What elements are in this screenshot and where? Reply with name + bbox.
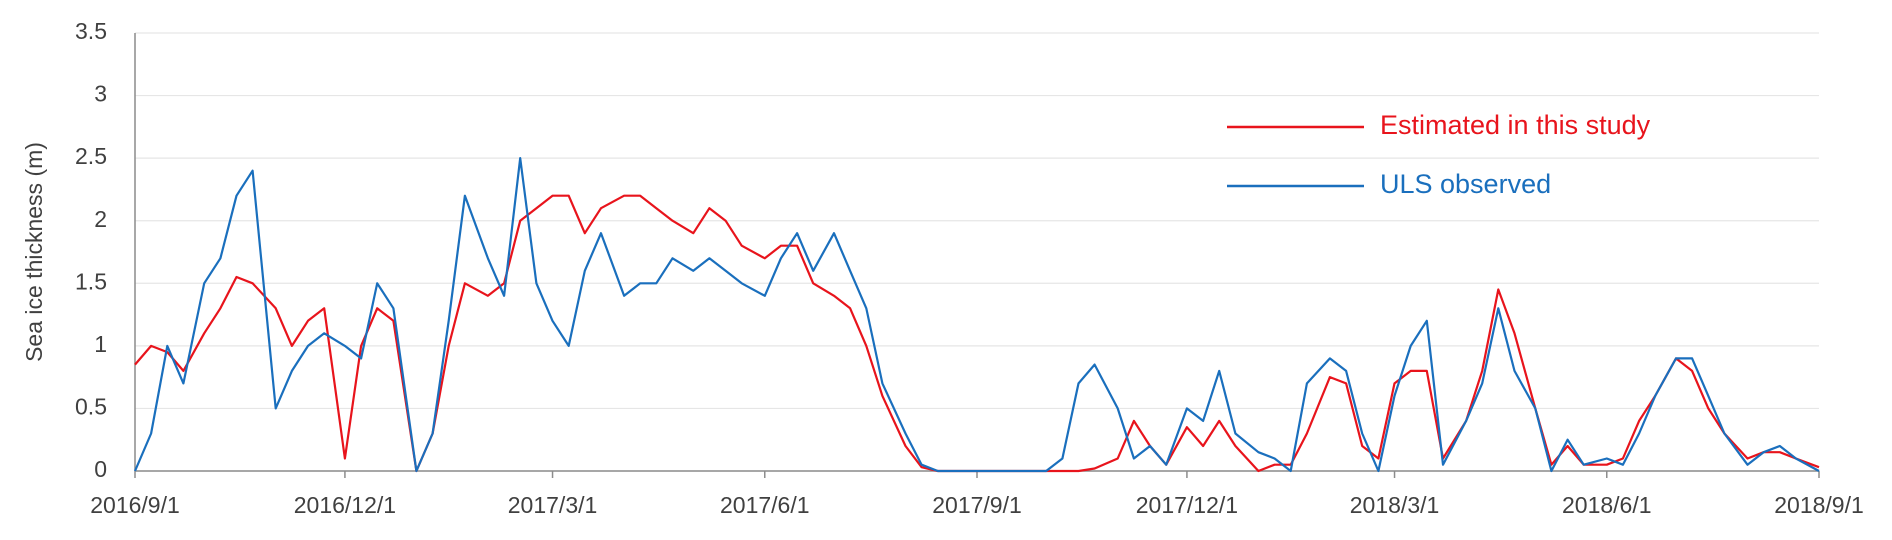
series-line bbox=[134, 194, 1820, 473]
y-tick-label: 3.5 bbox=[75, 18, 107, 44]
y-tick-label: 0.5 bbox=[75, 394, 107, 420]
series-line bbox=[133, 157, 1820, 473]
x-tick-label: 2016/12/1 bbox=[294, 492, 396, 518]
x-tick-label: 2017/6/1 bbox=[720, 492, 810, 518]
y-axis-label: Sea ice thickness (m) bbox=[21, 142, 47, 362]
x-tick-label: 2018/3/1 bbox=[1350, 492, 1440, 518]
legend-label: Estimated in this study bbox=[1380, 110, 1651, 140]
x-tick-label: 2016/9/1 bbox=[90, 492, 180, 518]
x-tick-label: 2018/6/1 bbox=[1562, 492, 1652, 518]
legend-label: ULS observed bbox=[1380, 169, 1551, 199]
y-tick-label: 2 bbox=[94, 206, 107, 232]
x-tick-label: 2017/9/1 bbox=[932, 492, 1022, 518]
x-tick-label: 2017/3/1 bbox=[508, 492, 598, 518]
y-tick-label: 0 bbox=[94, 456, 107, 482]
y-tick-label: 1 bbox=[94, 331, 107, 357]
x-tick-label: 2018/9/1 bbox=[1774, 492, 1864, 518]
y-tick-label: 3 bbox=[94, 81, 107, 107]
y-tick-label: 2.5 bbox=[75, 143, 107, 169]
y-tick-label: 1.5 bbox=[75, 268, 107, 294]
x-tick-label: 2017/12/1 bbox=[1136, 492, 1238, 518]
